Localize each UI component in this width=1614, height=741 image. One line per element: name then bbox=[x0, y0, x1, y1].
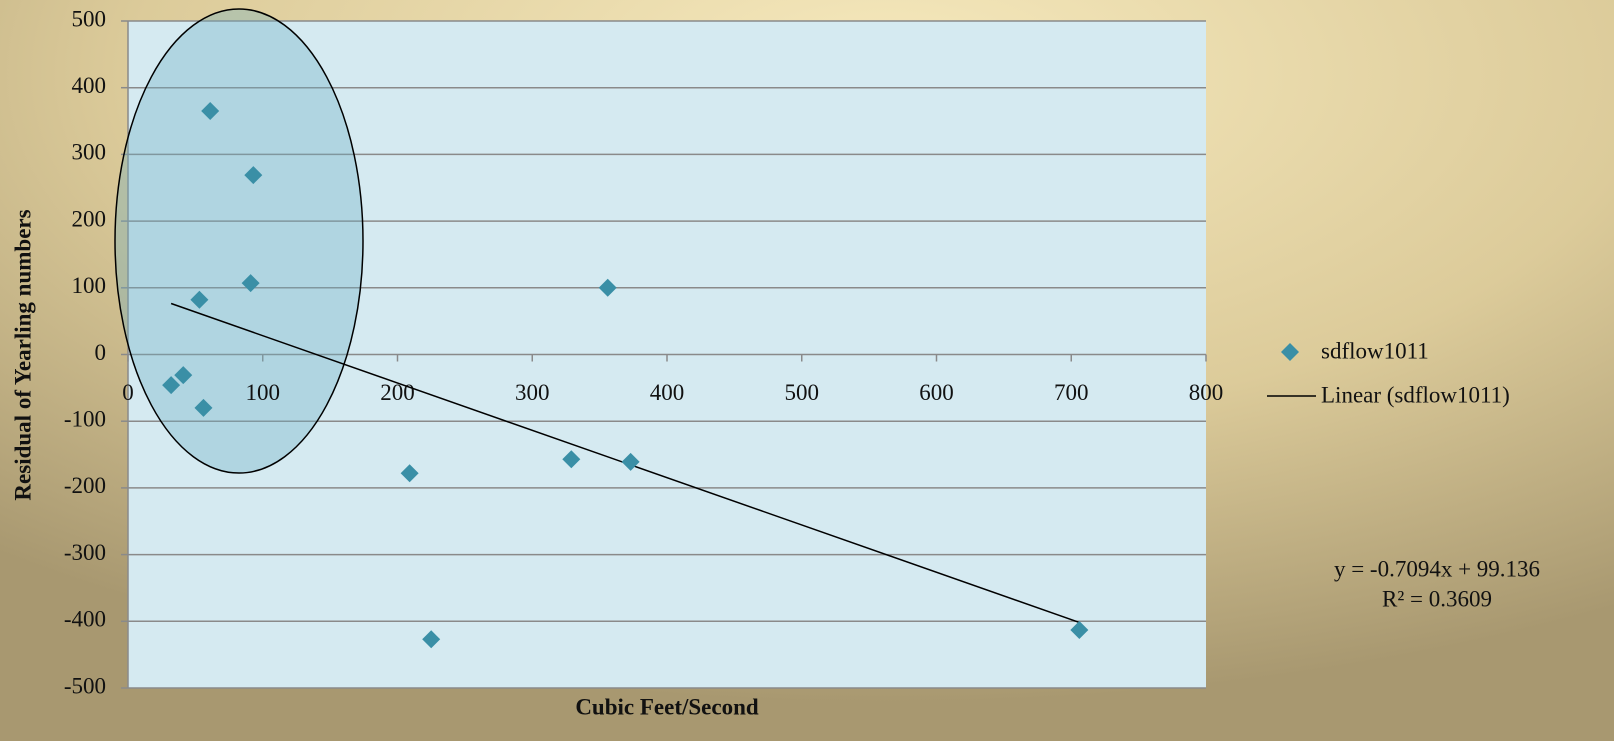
x-axis-title: Cubic Feet/Second bbox=[575, 694, 759, 719]
trendline-r2: R² = 0.3609 bbox=[1382, 586, 1492, 611]
data-point bbox=[400, 464, 419, 483]
data-point bbox=[244, 166, 263, 185]
data-point bbox=[162, 376, 181, 395]
highlight-ellipse bbox=[114, 8, 364, 474]
data-point bbox=[194, 398, 213, 417]
x-tick-label: 600 bbox=[919, 380, 954, 405]
data-point bbox=[422, 630, 441, 649]
legend-label: Linear (sdflow1011) bbox=[1321, 382, 1510, 407]
data-point bbox=[562, 450, 581, 469]
x-tick-label: 200 bbox=[380, 380, 415, 405]
y-tick-label: 200 bbox=[72, 206, 107, 231]
y-tick-label: -300 bbox=[64, 540, 106, 565]
y-tick-label: 0 bbox=[95, 340, 107, 365]
x-tick-label: 700 bbox=[1054, 380, 1089, 405]
y-tick-label: -100 bbox=[64, 406, 106, 431]
y-tick-label: 400 bbox=[72, 73, 107, 98]
y-tick-label: -400 bbox=[64, 607, 106, 632]
data-point bbox=[190, 290, 209, 309]
data-point bbox=[201, 102, 220, 121]
data-point bbox=[621, 452, 640, 471]
x-tick-label: 100 bbox=[246, 380, 281, 405]
data-point bbox=[174, 366, 193, 385]
data-point bbox=[1070, 620, 1089, 639]
y-tick-label: -500 bbox=[64, 673, 106, 698]
x-tick-label: 400 bbox=[650, 380, 685, 405]
legend-label: sdflow1011 bbox=[1321, 338, 1429, 363]
x-tick-label: 800 bbox=[1189, 380, 1224, 405]
x-tick-label: 500 bbox=[785, 380, 820, 405]
data-point bbox=[241, 274, 260, 293]
y-tick-label: 300 bbox=[72, 140, 107, 165]
y-tick-label: 500 bbox=[72, 6, 107, 31]
y-tick-label: -200 bbox=[64, 473, 106, 498]
y-axis-title: Residual of Yearling numbers bbox=[10, 209, 35, 500]
x-tick-label: 300 bbox=[515, 380, 550, 405]
trendline-equation: y = -0.7094x + 99.136 bbox=[1334, 556, 1540, 581]
data-point bbox=[598, 278, 617, 297]
x-tick-label: 0 bbox=[122, 380, 134, 405]
legend-marker bbox=[1281, 343, 1299, 361]
y-tick-label: 100 bbox=[72, 273, 107, 298]
